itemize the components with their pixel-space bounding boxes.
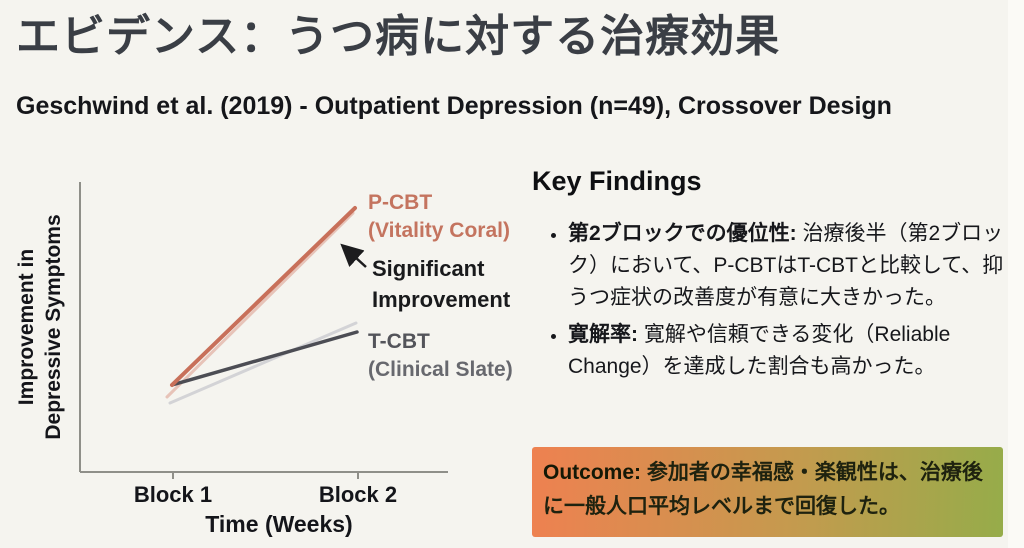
significant-improvement-arrow: [340, 243, 367, 268]
tcbt-line: [170, 330, 359, 387]
significant-improvement-annotation: Significant Improvement: [372, 256, 511, 312]
pcbt-series-label: P-CBT (Vitality Coral): [368, 191, 510, 242]
key-findings-heading: Key Findings: [532, 166, 702, 196]
x-axis-label: Time (Weeks): [205, 511, 353, 537]
pcbt-line: [170, 206, 357, 387]
outcome-text: 参加者の幸福感・楽観性は、治療後に一般人口平均レベルまで回復した。: [543, 461, 983, 518]
slide-title: エビデンス：うつ病に対する治療効果: [16, 12, 781, 61]
key-finding-item: 第2ブロックでの優位性: 治療後半（第2ブロック）において、P-CBTはT-CB…: [568, 218, 1006, 314]
key-finding-item: 寛解率: 寛解や信頼できる変化（Reliable Change）を達成した割合も…: [568, 319, 1006, 383]
pcbt-line-shadow: [165, 211, 355, 399]
x-tick-label-block1: Block 1: [133, 482, 213, 507]
tcbt-line-shadow: [168, 321, 358, 405]
key-findings-list: 第2ブロックでの優位性: 治療後半（第2ブロック）において、P-CBTはT-CB…: [532, 218, 1006, 388]
key-finding-lead: 寛解率:: [568, 323, 638, 346]
outcome-lead: Outcome:: [543, 461, 642, 484]
slide-right-edge: [1008, 0, 1024, 548]
tcbt-series-label: T-CBT (Clinical Slate): [368, 330, 513, 381]
key-finding-text: 寛解や信頼できる変化（Reliable Change）を達成した割合も高かった。: [568, 323, 951, 378]
citation-subtitle: Geschwind et al. (2019) - Outpatient Dep…: [16, 92, 892, 120]
x-tick-label-block2: Block 2: [318, 482, 398, 507]
key-finding-lead: 第2ブロックでの優位性:: [568, 222, 797, 245]
y-axis-label: Improvement in Depressive Symptoms: [15, 214, 65, 440]
outcome-callout: Outcome: 参加者の幸福感・楽観性は、治療後に一般人口平均レベルまで回復し…: [532, 447, 1003, 537]
key-finding-text: 治療後半（第2ブロック）において、P-CBTはT-CBTと比較して、抑うつ症状の…: [568, 222, 1004, 309]
